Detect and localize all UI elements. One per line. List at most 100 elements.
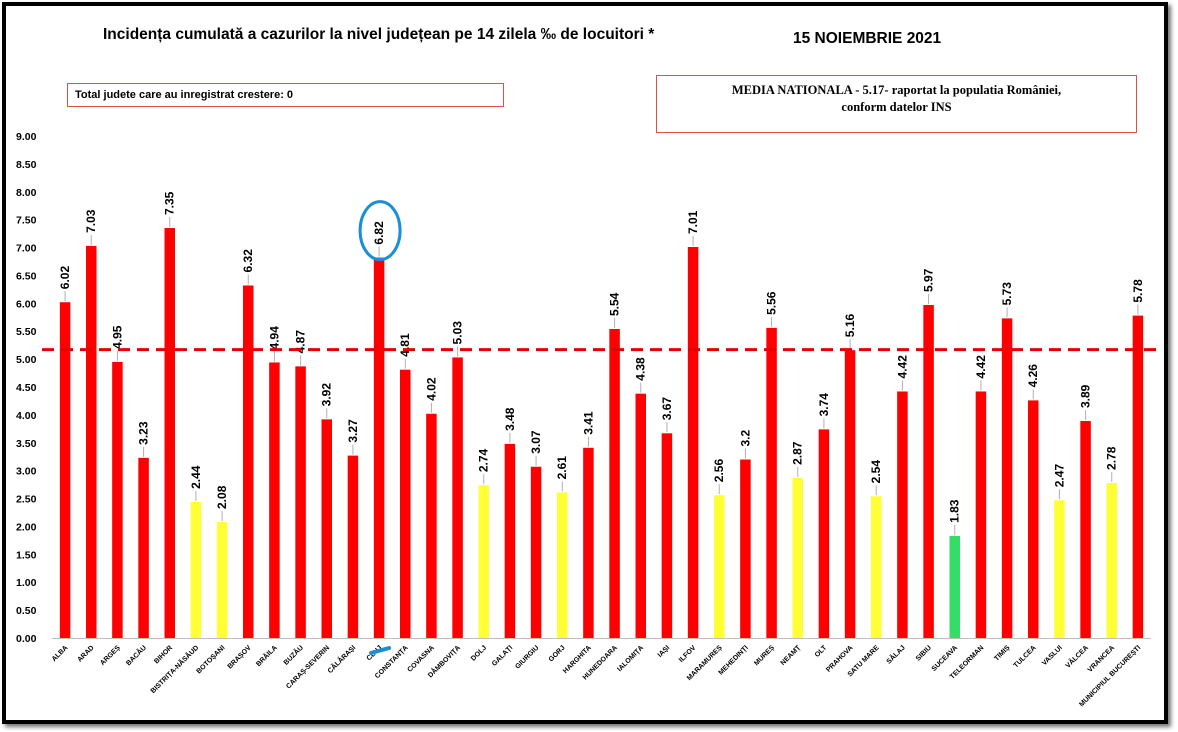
bar xyxy=(190,501,202,638)
data-label: 3.67 xyxy=(660,397,674,421)
x-tick-label: IALOMIȚA xyxy=(616,644,645,673)
bar xyxy=(164,228,175,639)
bar xyxy=(609,328,620,638)
data-label: 2.54 xyxy=(869,460,883,484)
y-tick-label: 2.00 xyxy=(16,521,37,533)
y-tick-label: 1.50 xyxy=(16,549,37,561)
x-tick-label: BISTRIȚA-NĂSĂUD xyxy=(148,643,200,695)
national-average-box: MEDIA NATIONALA - 5.17- raportat la popu… xyxy=(656,75,1137,133)
bar xyxy=(1028,400,1039,638)
national-average-line2: conform datelor INS xyxy=(841,100,952,114)
y-tick-label: 4.50 xyxy=(16,382,37,394)
data-label: 4.95 xyxy=(110,325,124,349)
bar xyxy=(923,305,934,638)
bar xyxy=(792,477,803,638)
bar xyxy=(1054,500,1065,638)
highlight-circle xyxy=(358,200,402,262)
bar xyxy=(1001,318,1013,638)
bar xyxy=(1080,421,1091,638)
bar xyxy=(714,495,725,638)
bar xyxy=(86,245,97,639)
x-tick-label: ALBA xyxy=(51,644,70,663)
y-tick-label: 0.00 xyxy=(16,633,37,645)
bar xyxy=(687,246,699,638)
y-tick-label: 6.50 xyxy=(16,270,37,282)
data-label: 4.02 xyxy=(424,377,438,401)
x-tick-label: BRAȘOV xyxy=(227,644,253,670)
x-tick-label: ARAD xyxy=(76,644,95,663)
data-label: 7.35 xyxy=(163,191,177,215)
data-label: 5.54 xyxy=(608,292,622,316)
bar xyxy=(426,413,437,638)
x-tick-label: TIMIȘ xyxy=(993,644,1011,662)
bar xyxy=(949,535,960,638)
bar xyxy=(59,302,71,638)
y-tick-label: 9.00 xyxy=(16,131,37,143)
x-tick-label: BIHOR xyxy=(153,644,174,665)
x-tick-label: OLT xyxy=(814,644,829,659)
bar xyxy=(269,362,280,638)
x-tick-label: BACĂU xyxy=(124,643,148,667)
y-tick-label: 7.00 xyxy=(16,243,37,255)
bar xyxy=(216,521,228,638)
data-label: 3.27 xyxy=(346,419,360,443)
x-tick-label: BOTOȘANI xyxy=(196,644,227,675)
x-tick-label: VÂLCEA xyxy=(1063,643,1090,670)
bar xyxy=(766,327,777,638)
data-label: 4.94 xyxy=(267,326,281,350)
data-label: 5.56 xyxy=(765,291,779,315)
data-label: 4.38 xyxy=(634,357,648,381)
chart-title: Incidența cumulată a cazurilor la nivel … xyxy=(103,26,655,43)
data-label: 5.97 xyxy=(922,268,936,292)
data-label: 4.81 xyxy=(398,333,412,357)
data-label: 2.61 xyxy=(555,456,569,480)
x-tick-label: SĂLAJ xyxy=(884,643,907,666)
y-tick-label: 5.00 xyxy=(16,354,37,366)
x-tick-label: ARGEȘ xyxy=(99,644,122,667)
bar xyxy=(400,369,411,638)
data-label: 7.01 xyxy=(686,210,700,234)
y-tick-label: 6.00 xyxy=(16,298,37,310)
data-label: 1.83 xyxy=(948,499,962,523)
y-tick-label: 7.50 xyxy=(16,215,37,227)
data-label: 3.07 xyxy=(529,430,543,454)
y-tick-label: 8.50 xyxy=(16,159,37,171)
y-tick-label: 3.00 xyxy=(16,466,37,478)
data-label: 4.42 xyxy=(974,355,988,379)
bar xyxy=(818,429,830,638)
data-label: 3.89 xyxy=(1079,384,1093,408)
bar xyxy=(478,485,489,638)
highlight-underline xyxy=(369,646,392,655)
y-tick-label: 3.50 xyxy=(16,438,37,450)
bar xyxy=(112,361,123,638)
x-tick-label: MUREȘ xyxy=(753,644,776,667)
bar xyxy=(504,443,516,638)
bar xyxy=(373,257,385,638)
x-tick-label: DOLJ xyxy=(470,644,488,662)
bar xyxy=(347,455,359,638)
data-label: 5.16 xyxy=(843,314,857,338)
y-tick-label: 5.50 xyxy=(16,326,37,338)
national-average-line1: MEDIA NATIONALA - 5.17- raportat la popu… xyxy=(731,83,1062,97)
y-tick-label: 1.00 xyxy=(16,577,37,589)
data-label: 2.74 xyxy=(477,448,491,472)
bar xyxy=(740,459,751,638)
x-tick-label: TULCEA xyxy=(1013,644,1038,669)
bar xyxy=(897,391,908,638)
data-label: 3.23 xyxy=(137,421,151,445)
bar xyxy=(1132,315,1144,638)
x-tick-label: SIBIU xyxy=(915,644,933,662)
data-label: 3.92 xyxy=(320,383,334,407)
data-label: 6.82 xyxy=(372,221,386,245)
bar xyxy=(243,285,254,638)
data-label: 2.56 xyxy=(712,459,726,483)
x-tick-label: CĂLĂRAȘI xyxy=(325,643,357,675)
bar xyxy=(975,391,987,638)
x-tick-label: ILFOV xyxy=(678,644,698,664)
data-label: 4.42 xyxy=(895,355,909,379)
data-label: 3.2 xyxy=(738,430,752,447)
data-label: 3.48 xyxy=(503,407,517,431)
data-label: 7.03 xyxy=(84,209,98,233)
x-tick-label: NEAMȚ xyxy=(780,644,803,667)
